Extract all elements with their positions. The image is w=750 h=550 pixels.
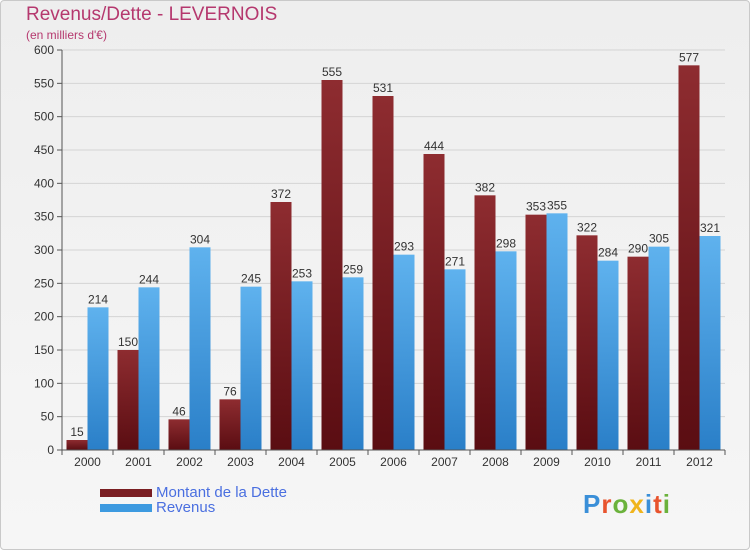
bar-revenue <box>240 286 262 450</box>
x-tick-label: 2008 <box>482 455 509 469</box>
data-labels: 15 214 150 244 46 304 76 245 372 253 555 259 531 293 4… <box>70 50 720 439</box>
data-label-revenue: 304 <box>190 232 210 246</box>
data-label-debt: 15 <box>70 425 84 439</box>
bar-debt <box>117 350 139 450</box>
bar-debt <box>168 419 190 450</box>
data-label-revenue: 245 <box>241 272 261 286</box>
bar-revenue <box>87 307 109 450</box>
x-tick-label: 2003 <box>227 455 254 469</box>
bar-debt <box>66 440 88 450</box>
data-label-debt: 150 <box>118 335 138 349</box>
data-label-debt: 46 <box>172 404 186 418</box>
bar-revenue <box>597 260 619 450</box>
bar-revenue <box>189 247 211 450</box>
bar-debt <box>474 195 496 450</box>
data-label-revenue: 355 <box>547 198 567 212</box>
y-tick-label: 550 <box>34 76 54 90</box>
y-tick-label: 100 <box>34 376 54 390</box>
data-label-debt: 577 <box>679 50 699 64</box>
bar-debt <box>270 202 292 450</box>
bar-revenue <box>342 277 364 450</box>
chart-subtitle: (en milliers d'€) <box>26 28 107 42</box>
data-label-debt: 290 <box>628 242 648 256</box>
bar-revenue <box>495 251 517 450</box>
bar-revenue <box>393 254 415 450</box>
bar-revenue <box>648 246 670 450</box>
bar-debt <box>525 214 547 450</box>
x-tick-label: 2009 <box>533 455 560 469</box>
legend-swatch-debt <box>100 488 152 497</box>
y-tick-label: 0 <box>47 443 54 457</box>
bar-debt <box>627 256 649 450</box>
bar-revenue <box>699 236 721 450</box>
y-tick-label: 150 <box>34 343 54 357</box>
data-label-debt: 555 <box>322 65 342 79</box>
x-tick-label: 2001 <box>125 455 152 469</box>
data-label-debt: 76 <box>223 384 237 398</box>
proxiti-logo: Proxiti <box>583 489 671 519</box>
data-label-revenue: 284 <box>598 246 618 260</box>
legend-item-debt: Montant de la Dette <box>100 484 287 501</box>
x-tick-label: 2006 <box>380 455 407 469</box>
x-tick-label: 2004 <box>278 455 305 469</box>
y-tick-label: 400 <box>34 176 54 190</box>
bars <box>66 65 721 450</box>
data-label-debt: 444 <box>424 139 444 153</box>
data-label-revenue: 259 <box>343 262 363 276</box>
bar-debt <box>423 154 445 450</box>
x-tick-label: 2000 <box>74 455 101 469</box>
x-tick-label: 2007 <box>431 455 458 469</box>
data-label-revenue: 293 <box>394 240 414 254</box>
data-label-debt: 322 <box>577 220 597 234</box>
bar-debt <box>219 399 241 450</box>
x-tick-label: 2011 <box>636 455 662 469</box>
y-tick-label: 300 <box>34 243 54 257</box>
data-label-debt: 372 <box>271 187 291 201</box>
bar-debt <box>321 80 343 450</box>
legend-label-debt: Montant de la Dette <box>156 484 287 501</box>
legend-swatch-revenue <box>100 503 152 512</box>
bar-revenue <box>291 281 313 450</box>
x-tick-label: 2002 <box>176 455 203 469</box>
data-label-debt: 353 <box>526 200 546 214</box>
y-tick-label: 250 <box>34 276 54 290</box>
y-tick-label: 600 <box>34 43 54 57</box>
legend-label-revenue: Revenus <box>156 499 216 516</box>
x-tick-label: 2012 <box>686 455 713 469</box>
legend: Montant de la Dette Revenus <box>100 484 287 516</box>
data-label-revenue: 298 <box>496 236 516 250</box>
data-label-revenue: 321 <box>700 221 720 235</box>
x-tick-label: 2010 <box>584 455 611 469</box>
data-label-revenue: 214 <box>88 292 108 306</box>
data-label-revenue: 271 <box>445 254 465 268</box>
data-label-debt: 382 <box>475 180 495 194</box>
y-tick-label: 450 <box>34 143 54 157</box>
axes: 0 50 100 150 200 250 300 350 400 450 500 550 600 2000… <box>34 43 726 469</box>
bar-revenue <box>546 213 568 450</box>
bar-debt <box>372 96 394 450</box>
y-tick-label: 500 <box>34 110 54 124</box>
data-label-revenue: 305 <box>649 232 669 246</box>
data-label-revenue: 253 <box>292 266 312 280</box>
x-tick-label: 2005 <box>329 455 356 469</box>
data-label-revenue: 244 <box>139 272 159 286</box>
y-tick-label: 350 <box>34 210 54 224</box>
bar-debt <box>576 235 598 450</box>
y-tick-label: 50 <box>41 410 55 424</box>
chart-title: Revenus/Dette - LEVERNOIS <box>26 4 278 25</box>
bar-debt <box>678 65 700 450</box>
bar-revenue <box>138 287 160 450</box>
bar-revenue <box>444 269 466 450</box>
y-tick-label: 200 <box>34 310 54 324</box>
data-label-debt: 531 <box>373 81 393 95</box>
legend-item-revenue: Revenus <box>100 499 287 516</box>
